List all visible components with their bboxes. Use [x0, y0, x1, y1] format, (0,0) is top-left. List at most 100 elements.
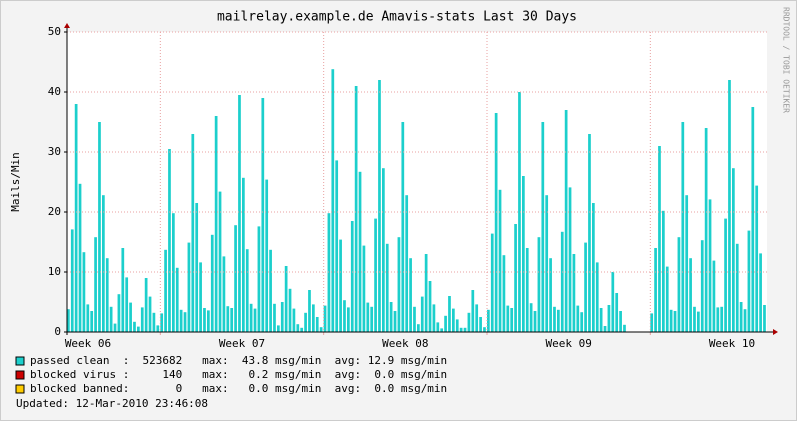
bar [724, 218, 727, 332]
bar [109, 306, 113, 332]
bar [374, 218, 377, 332]
bar [245, 249, 249, 332]
x-tick-label: Week 08 [382, 337, 428, 350]
bar [117, 294, 121, 332]
bar [358, 171, 362, 332]
bar [86, 304, 90, 332]
bar [669, 309, 673, 332]
x-tick-label: Week 09 [545, 337, 591, 350]
bar [327, 213, 331, 332]
bar [572, 254, 576, 332]
bar [210, 234, 214, 332]
bar [164, 249, 167, 332]
bar [238, 95, 241, 332]
bar [102, 195, 105, 332]
side-text: RRDTOOL / TOBI OETIKER [782, 7, 791, 113]
legend-label: blocked virus : [30, 368, 129, 381]
bar [315, 317, 319, 332]
bar [510, 308, 514, 332]
bar [739, 302, 743, 332]
bar [304, 312, 307, 332]
bar [506, 305, 510, 332]
x-tick-label: Week 06 [65, 337, 111, 350]
bar [720, 306, 724, 332]
y-tick-label: 20 [48, 205, 61, 218]
bar [230, 308, 234, 332]
bar [463, 327, 467, 332]
bar [140, 307, 144, 332]
bar [409, 258, 412, 332]
bar [296, 324, 300, 332]
y-arrow [64, 23, 70, 28]
bar [580, 312, 584, 332]
bar [650, 313, 654, 332]
legend-swatch [15, 370, 25, 380]
bar [168, 149, 171, 332]
footer: Updated: 12-Mar-2010 23:46:08 [16, 397, 208, 410]
bar [175, 267, 179, 332]
bar [152, 312, 156, 332]
bar [179, 309, 183, 332]
bar [148, 296, 152, 332]
bar [172, 213, 175, 332]
bar [483, 327, 486, 332]
bar [436, 322, 440, 332]
bar [234, 225, 237, 332]
y-axis-label: Mails/Min [9, 152, 22, 212]
bar [689, 258, 692, 332]
bar [187, 242, 191, 332]
bar [479, 317, 482, 332]
bar [417, 324, 420, 332]
bar [214, 116, 218, 332]
legend-swatch [15, 356, 25, 366]
bar [611, 272, 615, 332]
bar [704, 128, 708, 332]
bar [665, 266, 669, 332]
bar [347, 307, 350, 332]
bar [518, 92, 521, 332]
legend-swatch [15, 384, 25, 394]
bar [405, 195, 409, 332]
bar [203, 308, 206, 332]
bar [557, 309, 560, 332]
bar [514, 224, 517, 332]
bar [249, 303, 253, 332]
bar [300, 327, 304, 332]
bar [354, 86, 358, 332]
bar [654, 248, 657, 332]
bar [82, 252, 86, 332]
x-tick-label: Week 07 [219, 337, 265, 350]
bar [677, 237, 681, 332]
bar [350, 221, 354, 332]
bar [747, 230, 751, 332]
bar [94, 237, 97, 332]
bar [440, 328, 444, 332]
bar [708, 199, 712, 332]
bar [732, 168, 735, 332]
bar [343, 300, 346, 332]
bar [74, 104, 78, 332]
bar [191, 134, 195, 332]
bar [370, 306, 374, 332]
bar [199, 262, 202, 332]
bar [428, 281, 432, 332]
bar [319, 327, 323, 332]
bar [195, 203, 199, 332]
bar [537, 237, 541, 332]
bar [160, 313, 164, 332]
bar [288, 288, 292, 332]
bar [292, 308, 296, 332]
bar [588, 134, 591, 332]
bar [125, 277, 129, 332]
bar [502, 255, 506, 332]
bar [207, 310, 210, 332]
bar [623, 324, 626, 332]
y-tick-label: 10 [48, 265, 61, 278]
bar [576, 305, 580, 332]
legend-summary: 140 max: 0.2 msg/min avg: 0.0 msg/min [129, 368, 447, 381]
bar [269, 249, 272, 332]
bar [393, 311, 397, 332]
bar [584, 242, 587, 332]
bar [67, 309, 70, 332]
